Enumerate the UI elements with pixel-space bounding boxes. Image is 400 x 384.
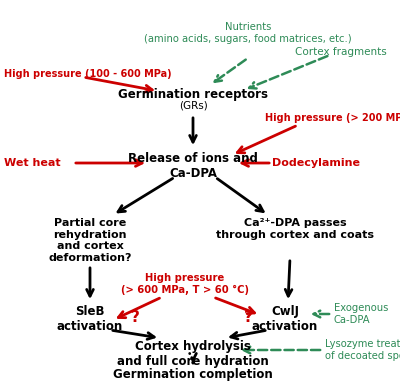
Text: High pressure (100 - 600 MPa): High pressure (100 - 600 MPa) (4, 69, 172, 79)
Text: Cortex hydrolysis
and full core hydration: Cortex hydrolysis and full core hydratio… (117, 340, 269, 368)
Text: Cortex fragments: Cortex fragments (295, 47, 387, 57)
Text: CwlJ
activation: CwlJ activation (252, 305, 318, 333)
Text: Partial core
rehydration
and cortex
deformation?: Partial core rehydration and cortex defo… (48, 218, 132, 263)
Text: Wet heat: Wet heat (4, 158, 61, 168)
Text: ?: ? (130, 310, 140, 324)
Text: SleB
activation: SleB activation (57, 305, 123, 333)
Text: Ca²⁺-DPA passes
through cortex and coats: Ca²⁺-DPA passes through cortex and coats (216, 218, 374, 240)
Text: ?: ? (244, 310, 252, 324)
Text: Release of ions and
Ca-DPA: Release of ions and Ca-DPA (128, 152, 258, 180)
Text: Nutrients
(amino acids, sugars, food matrices, etc.): Nutrients (amino acids, sugars, food mat… (144, 22, 352, 44)
Text: (GRs): (GRs) (179, 100, 207, 110)
Text: Exogenous
Ca-DPA: Exogenous Ca-DPA (334, 303, 388, 325)
Text: Lysozyme treatment
of decoated spores: Lysozyme treatment of decoated spores (325, 339, 400, 361)
Text: Dodecylamine: Dodecylamine (272, 158, 360, 168)
Text: High pressure
(> 600 MPa, T > 60 °C): High pressure (> 600 MPa, T > 60 °C) (121, 273, 249, 295)
Text: Germination completion: Germination completion (113, 368, 273, 381)
Text: High pressure (> 200 MPa): High pressure (> 200 MPa) (265, 113, 400, 123)
Text: Germination receptors: Germination receptors (118, 88, 268, 101)
